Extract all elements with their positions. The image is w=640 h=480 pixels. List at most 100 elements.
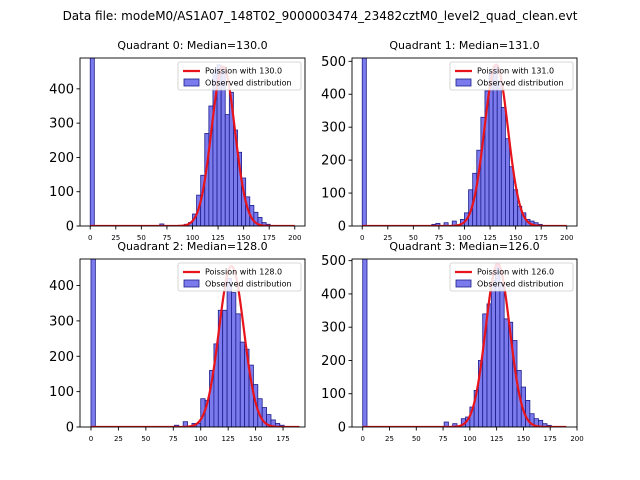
quadrant-0-xtick-label: 200	[288, 234, 301, 242]
quadrant-2-xtick-label: 0	[89, 435, 93, 443]
quadrant-3-xtick-label: 0	[360, 435, 364, 443]
quadrant-0-legend-bar-swatch	[183, 78, 200, 87]
quadrant-3-title: Quadrant 3: Median=126.0	[389, 240, 539, 253]
quadrant-2-axes-frame	[79, 258, 306, 428]
quadrant-0-xtick-label: 50	[137, 234, 146, 242]
quadrant-1-xtick-label: 25	[383, 234, 392, 242]
quadrant-3-histogram-bar	[503, 318, 509, 427]
quadrant-0-histogram-bar	[257, 217, 263, 226]
quadrant-3-ytick-label: 0	[338, 421, 346, 436]
quadrant-1-ytick-label: 0	[338, 220, 346, 235]
quadrant-2-legend-fit-label: Poission with 128.0	[205, 268, 282, 277]
quadrant-3-legend-fit-label: Poission with 126.0	[477, 268, 554, 277]
quadrant-1-ytick-label: 500	[321, 55, 346, 70]
quadrant-3-histogram-bar	[486, 303, 492, 427]
quadrant-0-xtick-label: 25	[111, 234, 120, 242]
quadrant-1-legend: Poission with 131.0 Observed distribution	[449, 61, 574, 91]
quadrant-0-ytick-label: 100	[49, 185, 74, 200]
quadrant-1-ytick-label: 200	[321, 154, 346, 169]
quadrant-2-ytick-label: 100	[49, 385, 74, 400]
quadrant-2-legend-box	[177, 262, 302, 292]
quadrant-0-legend: Poission with 130.0 Observed distribution	[177, 61, 302, 91]
quadrant-3-ytick-label: 300	[321, 321, 346, 336]
quadrant-1-ytick-label: 300	[321, 121, 346, 136]
quadrant-2-ytick-label: 300	[49, 314, 74, 329]
quadrant-2-ytick-label: 0	[66, 421, 74, 436]
quadrant-2-ytick-label: 200	[49, 350, 74, 365]
quadrant-0-histogram-bar	[89, 58, 95, 226]
quadrant-2-xtick-label: 150	[249, 435, 262, 443]
quadrant-3-ytick-label: 200	[321, 354, 346, 369]
quadrant-1-fit-line	[362, 63, 567, 226]
quadrant-3-legend-box	[449, 262, 574, 292]
quadrant-0-ytick-label: 400	[49, 82, 74, 97]
quadrant-3-xtick-label: 50	[412, 435, 421, 443]
figure-suptitle: Data file: modeM0/AS1A07_148T02_90000034…	[63, 9, 578, 23]
quadrant-0-legend-box	[177, 61, 302, 91]
quadrant-1-histogram-bar	[361, 58, 367, 226]
quadrant-2-panel: Quadrant 2: Median=128.0 0 100 200 300 400 0 25…	[49, 240, 306, 443]
quadrant-0-legend-fit-label: Poission with 130.0	[205, 67, 282, 76]
quadrant-1-histogram-bar	[496, 80, 502, 226]
quadrant-0-data	[89, 58, 295, 226]
quadrant-0-xtick-label: 0	[88, 234, 92, 242]
quadrant-3-histogram-bar	[499, 281, 505, 427]
quadrant-1-legend-observed-label: Observed distribution	[477, 79, 564, 88]
quadrant-2-title: Quadrant 2: Median=128.0	[117, 240, 267, 253]
subplots: Quadrant 0: Median=130.0 0 100 200 300 400 0 25…	[49, 39, 584, 443]
quadrant-1-title: Quadrant 1: Median=131.0	[389, 39, 539, 52]
quadrant-2-legend: Poission with 128.0 Observed distribution	[177, 262, 302, 292]
quadrant-0-panel: Quadrant 0: Median=130.0 0 100 200 300 400 0 25…	[49, 39, 306, 242]
quadrant-2-ytick-label: 400	[49, 279, 74, 294]
quadrant-2-histogram-bar	[231, 292, 237, 427]
quadrant-1-xtick-label: 175	[535, 234, 548, 242]
quadrant-0-title: Quadrant 0: Median=130.0	[117, 39, 267, 52]
quadrant-2-xtick-label: 175	[276, 435, 289, 443]
quadrant-3-histogram-bar	[452, 423, 458, 427]
quadrant-1-histogram-bar	[500, 107, 506, 226]
quadrant-2-xtick-label: 100	[194, 435, 207, 443]
quadrant-3-axes-frame	[351, 258, 578, 428]
quadrant-3-legend-bar-swatch	[455, 279, 472, 288]
quadrant-1-legend-bar-swatch	[455, 78, 472, 87]
quadrant-3-xtick-label: 150	[517, 435, 530, 443]
quadrant-1-xtick-label: 75	[434, 234, 443, 242]
quadrant-0-xtick-label: 100	[186, 234, 199, 242]
quadrant-0-xtick-label: 125	[211, 234, 224, 242]
quadrant-2-histogram-bar	[90, 259, 96, 427]
quadrant-3-xtick-label: 100	[463, 435, 476, 443]
quadrant-1-legend-fit-label: Poission with 131.0	[477, 67, 554, 76]
quadrant-0-xtick-label: 75	[162, 234, 171, 242]
quadrant-2-legend-observed-label: Observed distribution	[205, 280, 292, 289]
quadrant-2-xtick-label: 25	[114, 435, 123, 443]
quadrant-1-data	[361, 58, 567, 226]
quadrant-1-histogram-bar	[443, 222, 449, 226]
quadrant-1-histogram-bar	[505, 138, 510, 226]
quadrant-2-legend-bar-swatch	[183, 279, 200, 288]
quadrant-2-data	[90, 259, 300, 427]
quadrant-0-xtick-label: 150	[237, 234, 250, 242]
quadrant-1-xtick-label: 0	[360, 234, 364, 242]
quadrant-3-data	[362, 259, 567, 427]
quadrant-3-histogram-bar	[362, 259, 368, 427]
quadrant-0-fit-line	[90, 65, 295, 226]
quadrant-1-xtick-label: 150	[509, 234, 522, 242]
quadrant-3-ytick-label: 500	[321, 254, 346, 269]
quadrant-2-histogram-bar	[239, 341, 246, 427]
quadrant-3-xtick-label: 125	[490, 435, 503, 443]
quadrant-0-histogram-bar	[220, 67, 226, 226]
quadrant-3-xtick-label: 25	[385, 435, 394, 443]
quadrant-0-ytick-label: 300	[49, 117, 74, 132]
quadrant-0-legend-observed-label: Observed distribution	[205, 79, 292, 88]
quadrant-3-ytick-label: 100	[321, 387, 346, 402]
quadrant-1-legend-box	[449, 61, 574, 91]
quadrant-0-ytick-label: 0	[66, 220, 74, 235]
quadrant-3-xtick-label: 75	[439, 435, 448, 443]
quadrant-3-legend: Poission with 126.0 Observed distribution	[449, 262, 574, 292]
quadrant-3-panel: Quadrant 3: Median=126.00100200300400500…	[321, 240, 584, 443]
quadrant-1-xtick-label: 200	[560, 234, 573, 242]
quadrant-3-xtick-label: 175	[544, 435, 557, 443]
quadrant-1-xtick-label: 100	[458, 234, 471, 242]
quadrant-1-xtick-label: 125	[483, 234, 496, 242]
